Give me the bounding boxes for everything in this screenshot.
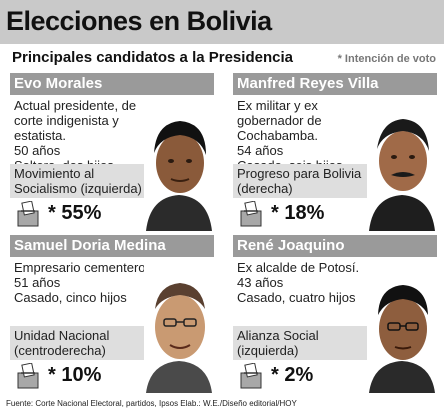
candidate-party: Movimiento al Socialismo (izquierda) bbox=[10, 164, 146, 198]
candidate-age: 51 años bbox=[14, 275, 61, 290]
vote-percentage: * 2% bbox=[271, 364, 314, 386]
candidate-name: Manfred Reyes Villa bbox=[237, 75, 379, 92]
candidate-age: 43 años bbox=[237, 275, 284, 290]
candidate-bio: Actual presidente, de corte indigenista … bbox=[14, 98, 137, 143]
vote-intention-note: * Intención de voto bbox=[337, 53, 436, 65]
vote-percentage: * 18% bbox=[271, 202, 325, 224]
candidate-description: Empresario cementero. 51 años Casado, ci… bbox=[14, 260, 150, 305]
candidate-photo bbox=[144, 97, 214, 231]
candidate-header: René Joaquino bbox=[233, 235, 437, 257]
title-bar bbox=[0, 0, 444, 44]
candidate-family: Casado, cuatro hijos bbox=[237, 290, 356, 305]
candidate-card-rene-joaquino: René Joaquino Ex alcalde de Potosí. 43 a… bbox=[233, 235, 437, 393]
candidate-bio: Empresario cementero. bbox=[14, 260, 150, 275]
candidate-photo bbox=[144, 259, 214, 393]
candidate-party: Unidad Nacional (centroderecha) bbox=[10, 326, 146, 360]
candidate-name: Samuel Doria Medina bbox=[14, 237, 166, 254]
candidate-party: Progreso para Bolivia (derecha) bbox=[233, 164, 369, 198]
vote-percentage: * 10% bbox=[48, 364, 102, 386]
page-subtitle: Principales candidatos a la Presidencia bbox=[12, 49, 293, 66]
candidate-description: Ex militar y ex gobernador de Cochabamba… bbox=[237, 98, 373, 173]
ballot-box-icon bbox=[240, 363, 262, 389]
ballot-box-icon bbox=[17, 363, 39, 389]
ballot-box-icon bbox=[240, 201, 262, 227]
page-title: Elecciones en Bolivia bbox=[6, 6, 272, 36]
candidate-card-samuel-doria-medina: Samuel Doria Medina Empresario cementero… bbox=[10, 235, 214, 393]
candidate-photo bbox=[367, 97, 437, 231]
candidate-age: 50 años bbox=[14, 143, 61, 158]
ballot-box-icon bbox=[17, 201, 39, 227]
candidate-header: Evo Morales bbox=[10, 73, 214, 95]
candidate-card-evo-morales: Evo Morales Actual presidente, de corte … bbox=[10, 73, 214, 231]
candidate-photo bbox=[367, 259, 437, 393]
source-footer: Fuente: Corte Nacional Electoral, partid… bbox=[6, 399, 297, 408]
candidate-name: René Joaquino bbox=[237, 237, 345, 254]
candidate-name: Evo Morales bbox=[14, 75, 103, 92]
candidate-header: Samuel Doria Medina bbox=[10, 235, 214, 257]
vote-percentage: * 55% bbox=[48, 202, 102, 224]
candidate-bio: Ex alcalde de Potosí. bbox=[237, 260, 360, 275]
candidate-header: Manfred Reyes Villa bbox=[233, 73, 437, 95]
candidate-party: Alianza Social (izquierda) bbox=[233, 326, 369, 360]
candidate-bio: Ex militar y ex gobernador de Cochabamba… bbox=[237, 98, 322, 143]
candidate-card-manfred-reyes-villa: Manfred Reyes Villa Ex militar y ex gobe… bbox=[233, 73, 437, 231]
candidate-age: 54 años bbox=[237, 143, 284, 158]
candidate-description: Actual presidente, de corte indigenista … bbox=[14, 98, 150, 173]
candidate-description: Ex alcalde de Potosí. 43 años Casado, cu… bbox=[237, 260, 373, 305]
candidate-family: Casado, cinco hijos bbox=[14, 290, 127, 305]
